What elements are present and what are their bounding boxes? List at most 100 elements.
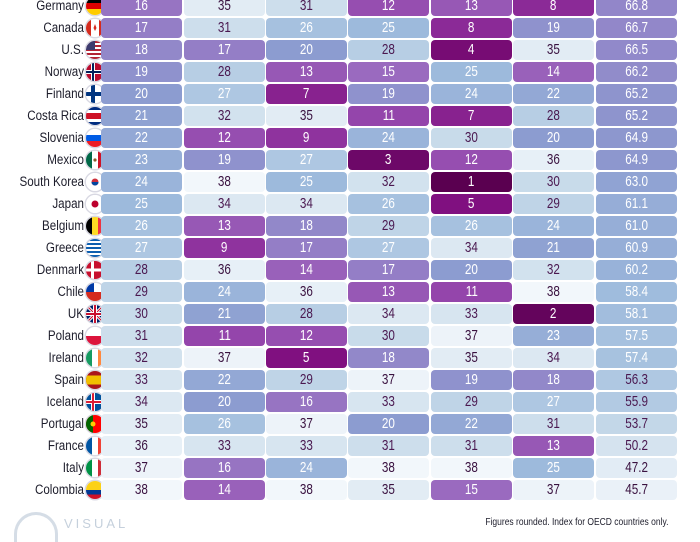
metric-rank-cell: 27 (513, 392, 594, 412)
metric-rank-cell: 4 (431, 40, 512, 60)
cell-value: 25 (546, 459, 561, 476)
table-row: Colombia 38 14 38 35 15 37 45.7 (0, 479, 700, 501)
iceland-flag-icon (86, 393, 104, 411)
table-row: France 36 33 33 31 31 13 50.2 (0, 435, 700, 457)
index-score-cell: 58.4 (596, 282, 677, 302)
metric-rank-cell: 37 (184, 348, 265, 368)
table-row: Slovenia 22 12 9 24 30 20 64.9 (0, 127, 700, 149)
index-score-cell: 57.5 (596, 326, 677, 346)
metric-rank-cell: 35 (513, 40, 594, 60)
cell-value: 11 (382, 107, 395, 124)
overall-rank-cell: 30 (101, 304, 182, 324)
cell-value: 1 (468, 173, 475, 190)
cell-value: 14 (217, 481, 232, 498)
metric-rank-cell: 28 (184, 62, 265, 82)
cell-value: 27 (217, 85, 232, 102)
overall-rank-cell: 31 (101, 326, 182, 346)
overall-rank-cell: 20 (101, 84, 182, 104)
index-score-cell: 60.2 (596, 260, 677, 280)
metric-rank-cell: 34 (266, 194, 347, 214)
metric-rank-cell: 11 (431, 282, 512, 302)
index-value: 61.1 (625, 195, 648, 212)
cell-value: 28 (217, 63, 232, 80)
cell-value: 17 (217, 41, 232, 58)
metric-rank-cell: 29 (431, 392, 512, 412)
country-name: Ireland (48, 350, 84, 365)
metric-rank-cell: 35 (266, 106, 347, 126)
country-name: U.S. (61, 42, 84, 57)
metric-rank-cell: 9 (266, 128, 347, 148)
country-name: Denmark (36, 262, 84, 277)
cell-value: 32 (546, 261, 561, 278)
index-value: 56.3 (625, 371, 648, 388)
metric-rank-cell: 35 (184, 0, 265, 16)
country-name: Colombia (34, 482, 84, 497)
cell-value: 32 (134, 349, 149, 366)
cell-value: 7 (468, 107, 475, 124)
metric-rank-cell: 13 (513, 436, 594, 456)
cell-value: 38 (134, 481, 149, 498)
cell-value: 37 (299, 415, 314, 432)
spain-flag-icon (86, 371, 104, 389)
cell-value: 17 (381, 261, 396, 278)
cell-value: 34 (464, 239, 479, 256)
cell-value: 24 (464, 85, 479, 102)
cell-value: 28 (381, 41, 396, 58)
germany-flag-icon (86, 0, 104, 15)
metric-rank-cell: 38 (348, 458, 429, 478)
metric-rank-cell: 33 (184, 436, 265, 456)
index-score-cell: 53.7 (596, 414, 677, 434)
cell-value: 24 (546, 217, 561, 234)
metric-rank-cell: 2 (513, 304, 594, 324)
table-row: Mexico 23 19 27 3 12 36 64.9 (0, 149, 700, 171)
country-name: Chile (57, 284, 84, 299)
table-row: Canada 17 31 26 25 8 19 66.7 (0, 17, 700, 39)
cell-value: 2 (550, 305, 557, 322)
cell-value: 18 (546, 371, 561, 388)
metric-rank-cell: 15 (348, 62, 429, 82)
metric-rank-cell: 13 (184, 216, 265, 236)
metric-rank-cell: 16 (184, 458, 265, 478)
metric-rank-cell: 8 (513, 0, 594, 16)
metric-rank-cell: 7 (431, 106, 512, 126)
south-korea-flag-icon (86, 173, 104, 191)
cell-value: 31 (217, 19, 232, 36)
index-value: 63.0 (625, 173, 648, 190)
cell-value: 15 (464, 481, 479, 498)
index-value: 57.4 (625, 349, 648, 366)
overall-rank-cell: 23 (101, 150, 182, 170)
table-row: Norway 19 28 13 15 25 14 66.2 (0, 61, 700, 83)
cell-value: 29 (381, 217, 396, 234)
metric-rank-cell: 31 (513, 414, 594, 434)
metric-rank-cell: 20 (431, 260, 512, 280)
metric-rank-cell: 28 (513, 106, 594, 126)
cell-value: 18 (299, 217, 314, 234)
metric-rank-cell: 30 (513, 172, 594, 192)
metric-rank-cell: 32 (184, 106, 265, 126)
costa-rica-flag-icon (86, 107, 104, 125)
cell-value: 12 (464, 151, 479, 168)
cell-value: 5 (468, 195, 475, 212)
country-name: Italy (62, 460, 84, 475)
cell-value: 13 (381, 283, 396, 300)
cell-value: 34 (381, 305, 396, 322)
metric-rank-cell: 3 (348, 150, 429, 170)
metric-rank-cell: 25 (513, 458, 594, 478)
metric-rank-cell: 12 (184, 128, 265, 148)
index-value: 61.0 (625, 217, 648, 234)
cell-value: 32 (381, 173, 396, 190)
country-name: Japan (52, 196, 84, 211)
metric-rank-cell: 7 (266, 84, 347, 104)
index-value: 66.2 (625, 63, 648, 80)
country-name: Finland (45, 86, 84, 101)
table-row: Japan 25 34 34 26 5 29 61.1 (0, 193, 700, 215)
cell-value: 29 (464, 393, 479, 410)
index-value: 45.7 (625, 481, 648, 498)
cell-value: 36 (217, 261, 232, 278)
index-value: 53.7 (625, 415, 648, 432)
metric-rank-cell: 26 (266, 18, 347, 38)
metric-rank-cell: 19 (431, 370, 512, 390)
index-value: 64.9 (625, 129, 648, 146)
country-name: Greece (45, 240, 84, 255)
metric-rank-cell: 34 (184, 194, 265, 214)
